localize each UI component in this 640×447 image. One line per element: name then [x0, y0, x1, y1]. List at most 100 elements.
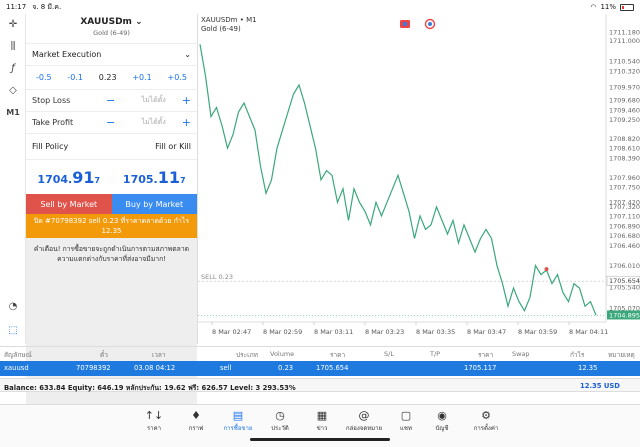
y-tick-label: 1707.420 [609, 198, 640, 206]
ask-price-main: 1705. [122, 173, 158, 186]
chart-oneclick-icon-inner [428, 22, 432, 26]
last-price-tag-text: 1704.895 [609, 311, 640, 319]
status-right: ◠ 11% [590, 3, 634, 11]
table-header-cell: S/L [384, 350, 394, 358]
x-tick-label: 8 Mar 03:11 [314, 328, 353, 336]
vol-minus-05-button[interactable]: -0.5 [36, 73, 52, 82]
table-cell: 70798392 [76, 364, 111, 372]
y-tick-label: 1705.540 [609, 283, 640, 291]
nav-label: แชท [400, 425, 412, 432]
chart-oneclick-icon [424, 18, 436, 30]
shapes-icon[interactable]: ◇ [9, 84, 17, 96]
market-warning: คำเตือน! การซื้อขายจะถูกดำเนินการตามสภาพ… [26, 238, 197, 404]
balance-text: Balance: 633.84 Equity: 646.19 หลักประกั… [4, 384, 296, 392]
nav-label: ราคา [147, 425, 161, 432]
wifi-icon: ◠ [590, 3, 597, 11]
nav-label: ข่าว [316, 425, 328, 432]
stop-loss-plus-button[interactable]: + [181, 94, 191, 107]
x-tick-label: 8 Mar 02:47 [212, 328, 251, 336]
function-icon[interactable]: ƒ [11, 62, 15, 74]
price-line [199, 44, 597, 316]
nav-item[interactable]: ◷ ประวัติ [258, 409, 302, 433]
share-icon[interactable]: ⬚ [8, 324, 18, 336]
stop-loss-label: Stop Loss [32, 96, 71, 105]
vol-minus-01-button[interactable]: -0.1 [67, 73, 83, 82]
status-time: 11:17 [6, 3, 27, 11]
nav-icon: ▤ [232, 409, 244, 422]
stop-loss-input[interactable]: ไม่ได้ตั้ง [141, 96, 166, 104]
close-notice: ปิด #70798392 sell 0.23 ที่ราคาตลาดด้วย … [26, 214, 197, 238]
execution-select[interactable]: Market Execution ⌄ [26, 44, 197, 66]
nav-item[interactable]: ◉ บัญชี [420, 409, 464, 433]
timeframe-button[interactable]: M1 [6, 107, 20, 117]
take-profit-input[interactable]: ไม่ได้ตั้ง [141, 118, 166, 126]
symbol-name: XAUUSDm [80, 17, 132, 27]
table-header-cell: หมายเหตุ [608, 351, 635, 359]
nav-icon: ◷ [275, 409, 285, 422]
y-tick-label: 1706.890 [609, 222, 640, 230]
table-row[interactable]: xauusd 70798392 03.08 04:12 sell 0.23 1705.65… [0, 361, 640, 376]
y-tick-label: 1709.250 [609, 116, 640, 124]
sell-by-market-button[interactable]: Sell by Market [26, 194, 112, 214]
price-chart[interactable]: 1711.180 1711.000 1710.540 1710.320 1709.970… [198, 14, 640, 344]
vol-plus-05-button[interactable]: +0.5 [167, 73, 187, 82]
nav-item[interactable]: ▦ ข่าว [300, 409, 344, 433]
x-tick-label: 8 Mar 03:23 [365, 328, 404, 336]
buy-by-market-button[interactable]: Buy by Market [111, 194, 197, 214]
symbol-desc: Gold (6-49) [93, 29, 130, 37]
table-cell: 1705.654 [316, 364, 349, 372]
take-profit-row: Take Profit − ไม่ได้ตั้ง + [26, 112, 197, 134]
candles-icon[interactable]: ⫼ [10, 40, 16, 52]
bid-price-fraction: 7 [94, 176, 101, 185]
stop-loss-minus-button[interactable]: − [106, 94, 116, 107]
take-profit-plus-button[interactable]: + [181, 116, 191, 129]
nav-item[interactable]: ▢ แชท [384, 409, 428, 433]
volume-input[interactable]: 0.23 [98, 73, 117, 82]
y-tick-label: 1708.610 [609, 145, 640, 153]
sell-price-tag-text: 1705.654 [609, 277, 640, 285]
order-panel: XAUUSDm ⌄ Gold (6-49) Market Execution ⌄… [26, 14, 198, 404]
table-cell: 03.08 04:12 [134, 364, 176, 372]
x-tick-label: 8 Mar 03:47 [467, 328, 506, 336]
nav-item[interactable]: ▤ การซื้อขาย [216, 409, 260, 433]
nav-label: การตั้งค่า [473, 425, 499, 432]
nav-icon: ♦ [191, 409, 201, 422]
nav-item[interactable]: ↑↓ ราคา [132, 409, 176, 433]
symbol-header[interactable]: XAUUSDm ⌄ Gold (6-49) [26, 14, 197, 44]
nav-icon: ↑↓ [144, 409, 164, 422]
fill-policy-row[interactable]: Fill Policy Fill or Kill [26, 134, 197, 160]
y-tick-label: 1709.970 [609, 83, 640, 91]
nav-item[interactable]: ♦ กราฟ [174, 409, 218, 433]
nav-icon: ◉ [437, 409, 447, 422]
table-header-cell: กำไร [570, 351, 585, 359]
nav-icon: ⚙ [481, 409, 491, 422]
chart-title: XAUUSDm • M1 Gold (6-49) [201, 16, 257, 34]
crosshair-icon[interactable]: ✛ [8, 18, 18, 30]
take-profit-label: Take Profit [32, 118, 74, 127]
nav-label: การซื้อขาย [223, 425, 253, 432]
table-cell: 0.23 [278, 364, 294, 372]
sell-price-tag [606, 275, 640, 286]
chart-desc: Gold (6-49) [201, 25, 241, 33]
y-tick-label: 1707.960 [609, 174, 640, 182]
table-header-cell: เวลา [152, 351, 166, 359]
home-indicator [250, 438, 390, 441]
y-tick-label: 1707.320 [609, 203, 640, 211]
take-profit-minus-button[interactable]: − [106, 116, 116, 129]
nav-item[interactable]: @ กล่องจดหมาย [342, 409, 386, 433]
nav-icon: ▦ [316, 409, 328, 422]
y-tick-label: 1706.460 [609, 242, 640, 250]
chart-sell-icon-inner [403, 22, 407, 26]
balance-bar: Balance: 633.84 Equity: 646.19 หลักประกั… [0, 378, 640, 392]
nav-item[interactable]: ⚙ การตั้งค่า [464, 409, 508, 433]
execution-label: Market Execution [32, 50, 102, 59]
sell-order-label: SELL 0.23 [201, 273, 233, 281]
status-date: จ. 8 มี.ค. [32, 2, 62, 11]
nav-label: กราฟ [188, 425, 204, 432]
y-tick-label: 1706.680 [609, 232, 640, 240]
vol-plus-01-button[interactable]: +0.1 [132, 73, 152, 82]
table-header-cell: สัญลักษณ์ [4, 351, 32, 359]
nav-label: กล่องจดหมาย [345, 425, 383, 432]
clock-icon[interactable]: ◔ [8, 300, 18, 312]
